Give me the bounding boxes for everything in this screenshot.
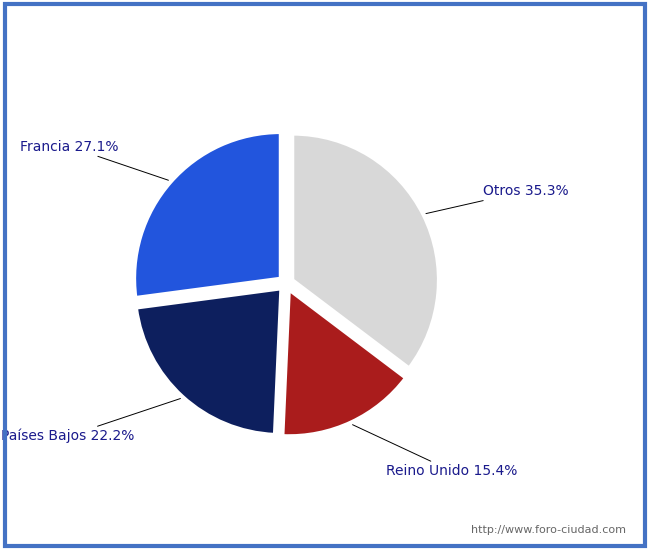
Text: Francia 27.1%: Francia 27.1% xyxy=(20,140,168,180)
Wedge shape xyxy=(136,289,281,434)
Text: Soba - Turistas extranjeros según país - Abril de 2024: Soba - Turistas extranjeros según país -… xyxy=(73,19,577,38)
Text: Reino Unido 15.4%: Reino Unido 15.4% xyxy=(352,425,517,478)
Wedge shape xyxy=(283,290,406,436)
Text: http://www.foro-ciudad.com: http://www.foro-ciudad.com xyxy=(471,525,625,536)
Wedge shape xyxy=(292,134,439,368)
Text: Otros 35.3%: Otros 35.3% xyxy=(426,184,569,213)
Wedge shape xyxy=(135,133,281,298)
Text: Países Bajos 22.2%: Países Bajos 22.2% xyxy=(1,399,181,443)
